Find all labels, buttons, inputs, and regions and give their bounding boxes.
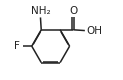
- Text: O: O: [69, 6, 77, 16]
- Text: NH₂: NH₂: [31, 6, 50, 16]
- Text: OH: OH: [86, 26, 102, 36]
- Text: F: F: [14, 41, 20, 51]
